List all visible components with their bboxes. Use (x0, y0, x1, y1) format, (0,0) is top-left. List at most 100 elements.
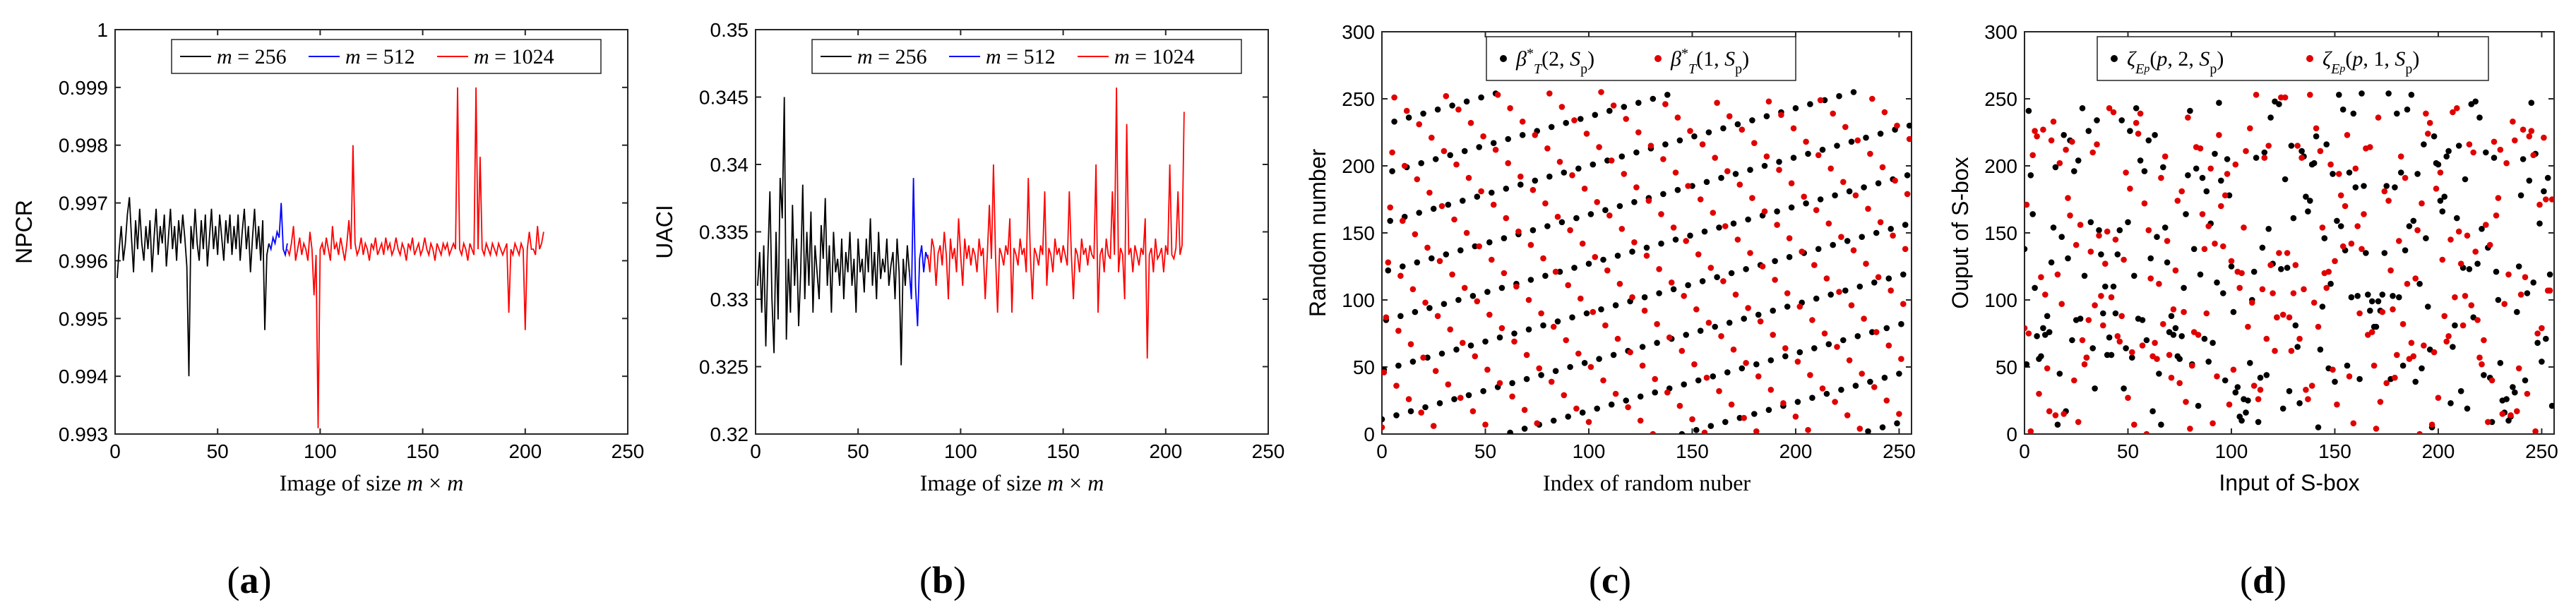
data-point (1592, 112, 1599, 119)
data-point (2255, 396, 2262, 402)
data-point (1416, 121, 1422, 128)
data-point (1612, 302, 1619, 308)
data-point (2168, 374, 2175, 381)
data-point (1736, 414, 1743, 421)
data-point (1467, 342, 1474, 349)
data-point (2189, 362, 2195, 369)
data-point (1610, 102, 1617, 109)
data-point (1712, 155, 1718, 161)
data-point (2466, 141, 2473, 148)
data-point (1623, 397, 1629, 404)
data-point (2544, 174, 2551, 181)
data-point (1885, 342, 1892, 349)
data-point (2517, 291, 2524, 298)
data-point (1385, 267, 1392, 274)
data-point (1618, 226, 1626, 232)
data-point (1678, 347, 1686, 354)
data-point (1801, 193, 1807, 200)
data-point (2187, 107, 2193, 114)
data-point (1705, 129, 1712, 136)
data-point (2373, 323, 2380, 330)
legend-box (2097, 36, 2489, 81)
data-point (2170, 306, 2177, 313)
data-point (2539, 359, 2545, 365)
data-point (1840, 337, 1847, 344)
data-point (1765, 98, 1772, 105)
y-tick-label: 0.997 (59, 193, 108, 215)
data-point (2310, 159, 2318, 167)
data-point (2129, 354, 2135, 361)
data-point (2455, 143, 2462, 149)
data-point (1786, 253, 1793, 260)
data-point (1443, 92, 1450, 100)
data-point (1652, 375, 1658, 383)
chart-c: 0 50 100 150 200 250 0 50 100 150 200 250 300 Index o… (1305, 21, 1916, 495)
data-point (2197, 145, 2204, 152)
data-point (2290, 290, 2297, 296)
data-point (1710, 373, 1717, 380)
legend-label-1: β*T(1, Sp) (1670, 46, 1749, 77)
data-point (1432, 156, 1439, 162)
data-point (1883, 397, 1890, 404)
data-point (1788, 180, 1795, 186)
data-point (2234, 384, 2241, 390)
data-point (1805, 150, 1811, 157)
data-point (1501, 235, 1508, 241)
data-point (2025, 330, 2032, 337)
data-point (1592, 253, 1599, 260)
data-point (1707, 265, 1715, 271)
data-point (2499, 411, 2506, 417)
data-point (2428, 421, 2435, 428)
data-point (1478, 188, 1484, 195)
data-point (1503, 186, 1510, 192)
data-point (1850, 247, 1857, 254)
legend-label-1: m = 512 (986, 45, 1056, 68)
data-point (1705, 320, 1712, 326)
data-point (2123, 169, 2129, 176)
data-point (2462, 293, 2469, 299)
data-point (1585, 260, 1592, 267)
data-point (1480, 387, 1486, 395)
data-point (1821, 97, 1828, 104)
data-point (2265, 226, 2272, 232)
data-point (2199, 174, 2206, 181)
data-point (1809, 395, 1815, 401)
data-point (1724, 369, 1731, 375)
data-point (2354, 293, 2361, 299)
data-point (2503, 396, 2510, 402)
data-point (1888, 226, 1894, 232)
data-point (2394, 110, 2400, 117)
data-point (2414, 227, 2421, 234)
data-point (2069, 138, 2075, 145)
data-point (2069, 337, 2075, 344)
data-point (2399, 362, 2407, 369)
data-point (1578, 116, 1584, 122)
data-point (1424, 354, 1431, 361)
data-point (1867, 378, 1873, 385)
data-point (2495, 195, 2502, 201)
data-point (2094, 117, 2100, 124)
data-point (1469, 293, 1477, 299)
data-point (2212, 150, 2218, 157)
data-point (2038, 274, 2044, 281)
data-point (2315, 323, 2322, 330)
data-point (1596, 356, 1602, 362)
data-point (1498, 284, 1505, 291)
data-point (2089, 345, 2096, 351)
data-point (1438, 203, 1445, 210)
data-point (1730, 220, 1737, 227)
data-point (1751, 411, 1758, 417)
data-point (2036, 390, 2042, 397)
data-point (1844, 238, 1851, 244)
data-point (1823, 275, 1830, 282)
legend-box (1486, 36, 1796, 81)
y-tick-label: 0.32 (710, 423, 749, 445)
data-point (2381, 188, 2388, 195)
data-point (2310, 299, 2318, 306)
data-point (1430, 423, 1437, 429)
data-point (1838, 234, 1844, 241)
data-point (1856, 426, 1864, 432)
data-point (1643, 244, 1650, 251)
data-point (1658, 211, 1664, 217)
y-tick-label: 0.999 (59, 77, 108, 99)
